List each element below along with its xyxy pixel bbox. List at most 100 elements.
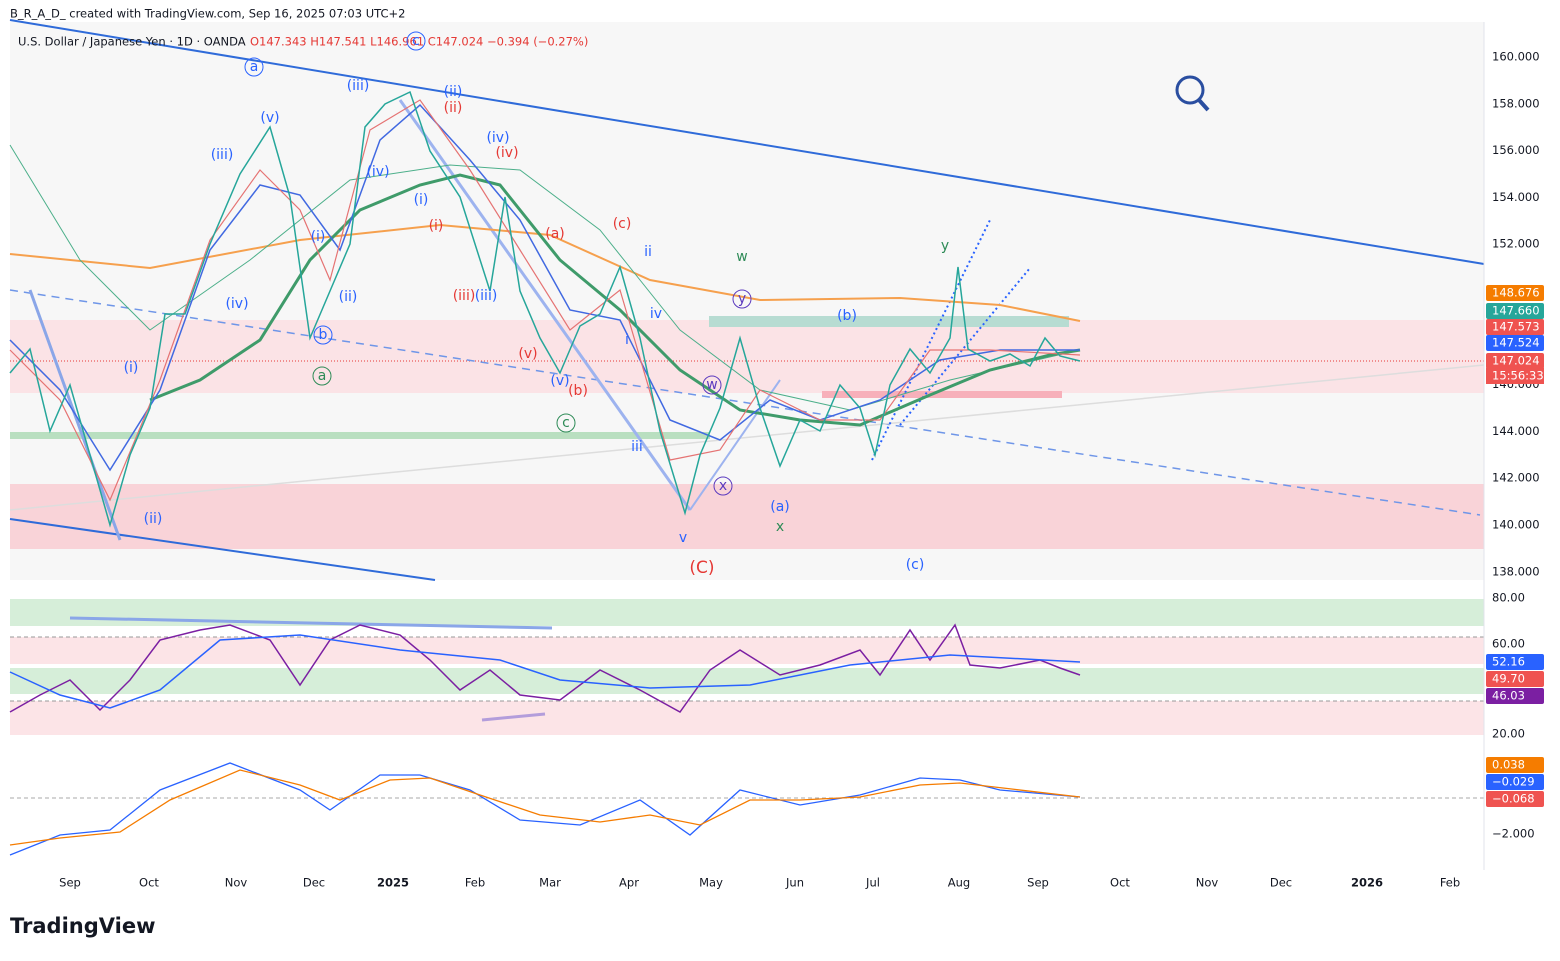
- wave-label: y: [738, 291, 746, 307]
- trend-line: [9, 518, 436, 581]
- wave-label: iv: [650, 306, 662, 322]
- price-badge-label: 147.660: [1492, 304, 1540, 318]
- price-badge: [1486, 335, 1544, 351]
- wave-label: (c): [906, 557, 925, 573]
- rsi-line: [9, 623, 1081, 713]
- wave-circle: [556, 413, 576, 433]
- wave-label: (iii): [347, 78, 370, 94]
- macd-badge: [1486, 774, 1544, 790]
- trend-line: [9, 19, 1485, 265]
- macd-badge-label: −0.068: [1492, 792, 1535, 806]
- rsi-badge: [1486, 671, 1544, 687]
- wave-label: w: [706, 377, 717, 393]
- time-tick-label: Sep: [59, 876, 81, 890]
- wave-circle: [732, 289, 752, 309]
- price-badge: [1486, 285, 1544, 301]
- rsi-average: [9, 634, 1081, 709]
- wave-label: (ii): [144, 511, 163, 527]
- price-tick-label: 140.000: [1492, 518, 1540, 532]
- wave-label: (ii): [444, 84, 463, 100]
- rsi-badge: [1486, 654, 1544, 670]
- moving-average: [149, 173, 1081, 427]
- wave-label: (v): [550, 373, 569, 389]
- moving-average: [9, 223, 1081, 322]
- wave-label: (c): [613, 216, 632, 232]
- rsi-tick-label: 80.00: [1492, 591, 1525, 605]
- price-badge: [1486, 303, 1544, 319]
- zone: [822, 391, 1062, 398]
- wave-label: (iii): [453, 288, 476, 304]
- wave-label: iii: [631, 439, 643, 455]
- macd-badge: [1486, 757, 1544, 773]
- wave-label: (iii): [211, 147, 234, 163]
- price-tick-label: 152.000: [1492, 237, 1540, 251]
- wave-circle: [702, 375, 722, 395]
- time-tick-label: Nov: [225, 876, 248, 890]
- wave-label: (b): [837, 308, 857, 324]
- wave-label: (i): [429, 218, 444, 234]
- trend-line: [9, 364, 1485, 511]
- price-line: [9, 90, 1081, 528]
- time-tick-label: Jun: [785, 876, 804, 890]
- divergence-line: [69, 616, 553, 630]
- wave-label: (v): [518, 346, 537, 362]
- price-tick-label: 154.000: [1492, 190, 1540, 204]
- macd-badge-label: −0.029: [1492, 775, 1535, 789]
- wave-label: a: [318, 368, 327, 384]
- time-tick-label: Feb: [1440, 876, 1460, 890]
- wave-label: (i): [414, 192, 429, 208]
- logo-icon: [1175, 75, 1205, 105]
- wave-label: (i): [124, 360, 139, 376]
- price-tick-label: 144.000: [1492, 424, 1540, 438]
- moving-average: [9, 99, 1081, 502]
- logo-icon: [1197, 98, 1210, 112]
- channel-line: [899, 267, 1031, 426]
- price-badge-label: 148.676: [1492, 286, 1540, 300]
- zone: [709, 316, 1069, 327]
- wave-labels: a(iii)(v)(iii)(ii)(iv)(iv)(i)(i)(ii)(iv)…: [124, 31, 949, 578]
- zone: [10, 637, 1484, 664]
- wave-label: c: [562, 415, 570, 431]
- wave-label: (C): [689, 558, 714, 578]
- wave-label: a: [250, 59, 259, 75]
- price-badge: [1486, 319, 1544, 335]
- time-tick-label: Feb: [465, 876, 485, 890]
- time-tick-label: Mar: [539, 876, 561, 890]
- time-tick-label: Aug: [948, 876, 970, 890]
- wave-label: (iv): [486, 130, 509, 146]
- macd-tick-label: −2.000: [1492, 827, 1535, 841]
- time-tick-label: Jul: [865, 876, 880, 890]
- rsi-tick-label: 20.00: [1492, 727, 1525, 741]
- macd-badge: [1486, 791, 1544, 807]
- time-tick-label: Sep: [1027, 876, 1049, 890]
- wave-label: v: [679, 530, 687, 546]
- time-tick-label: May: [699, 876, 723, 890]
- time-tick-label: 2026: [1351, 876, 1383, 890]
- ohlc: O147.343 H147.541 L146.961 C147.024 −0.3…: [250, 35, 588, 49]
- channel-line: [398, 99, 692, 511]
- zone: [10, 432, 710, 439]
- countdown: 15:56:33: [1492, 369, 1544, 383]
- moving-average: [9, 103, 1080, 472]
- wave-label: b: [319, 327, 328, 343]
- time-tick-label: Nov: [1196, 876, 1219, 890]
- zone: [10, 484, 1484, 549]
- footer-logo: TradingView: [10, 914, 155, 938]
- zone: [10, 701, 1484, 735]
- wave-label: ii: [644, 244, 652, 260]
- price-badge-label: 147.573: [1492, 320, 1540, 334]
- channel-line: [689, 379, 781, 511]
- wave-label: x: [776, 519, 784, 535]
- time-tick-label: 2025: [377, 876, 409, 890]
- wave-label: (iii): [475, 288, 498, 304]
- zone: [10, 668, 1484, 694]
- time-tick-label: Oct: [1110, 876, 1130, 890]
- price-badge: [1486, 353, 1544, 369]
- wave-circle: [312, 366, 332, 386]
- wave-label: (v): [260, 110, 279, 126]
- rsi-badge-label: 49.70: [1492, 672, 1525, 686]
- price-badge-label: 147.524: [1492, 336, 1540, 350]
- divergence-line: [481, 712, 546, 722]
- time-tick-label: Dec: [1270, 876, 1292, 890]
